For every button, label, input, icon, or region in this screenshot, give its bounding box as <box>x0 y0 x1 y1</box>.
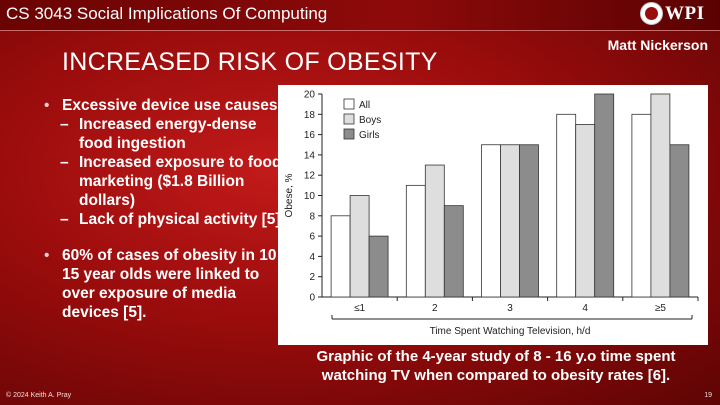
sub-bullet-physical-activity: Lack of physical activity [5]. <box>44 210 294 229</box>
sub-bullet-food-ingestion: Increased energy-dense food ingestion <box>44 115 294 153</box>
bar-girls-0 <box>368 235 389 298</box>
legend-label-girls: Girls <box>359 130 380 141</box>
x-tick-label: 4 <box>582 303 588 314</box>
footer-page-number: 19 <box>704 392 712 399</box>
legend-label-all: All <box>359 100 370 111</box>
y-axis-label: Obese, % <box>284 173 295 217</box>
wpi-seal-icon <box>640 2 663 25</box>
bullet-device-use: Excessive device use causes: <box>44 96 294 115</box>
bar-girls-1 <box>443 205 464 298</box>
y-tick-label: 6 <box>309 232 315 243</box>
bar-all-4 <box>631 113 652 298</box>
x-tick-label: 3 <box>507 303 513 314</box>
y-tick-label: 4 <box>309 252 315 263</box>
y-tick-label: 8 <box>309 211 315 222</box>
slide-title: INCREASED RISK OF OBESITY <box>62 48 438 76</box>
x-tick-label: 2 <box>432 303 438 314</box>
bar-boys-2 <box>500 144 520 298</box>
bar-boys-0 <box>349 195 370 298</box>
wpi-logo-text: WPI <box>665 3 705 24</box>
legend-swatch-all <box>343 98 355 110</box>
author-name: Matt Nickerson <box>607 37 708 53</box>
wpi-logo: WPI <box>640 2 716 26</box>
bar-all-1 <box>405 184 426 298</box>
y-tick-label: 2 <box>309 272 315 283</box>
bar-girls-3 <box>594 93 615 298</box>
y-tick-label: 12 <box>304 171 316 182</box>
chart-caption: Graphic of the 4-year study of 8 - 16 y.… <box>316 348 676 384</box>
bar-girls-4 <box>669 144 690 298</box>
x-axis-label: Time Spent Watching Television, h/d <box>430 326 591 337</box>
bullet-list: Excessive device use causes: Increased e… <box>44 96 294 322</box>
chart-svg: 0 2 4 6 8 10 12 14 16 18 20 Obese, % ≤1 2 3 4 ≥5 Time Spe… <box>284 90 699 337</box>
obesity-tv-chart: 0 2 4 6 8 10 12 14 16 18 20 Obese, % ≤1 2 3 4 ≥5 Time Spe… <box>278 85 708 345</box>
legend-swatch-girls <box>343 128 355 140</box>
bar-girls-2 <box>519 144 539 298</box>
legend-swatch-boys <box>343 113 355 125</box>
bar-all-0 <box>330 215 351 298</box>
sub-bullet-food-marketing: Increased exposure to food marketing ($1… <box>44 153 294 210</box>
y-tick-label: 0 <box>309 293 315 304</box>
legend-label-boys: Boys <box>359 115 381 126</box>
bullet-obesity-statistic: 60% of cases of obesity in 10 - 15 year … <box>44 246 294 322</box>
x-tick-label: ≤1 <box>354 303 365 314</box>
y-tick-label: 14 <box>304 150 316 161</box>
x-tick-label: ≥5 <box>655 303 666 314</box>
y-tick-label: 10 <box>304 191 316 202</box>
y-tick-label: 16 <box>304 130 316 141</box>
bar-boys-4 <box>650 93 671 298</box>
footer-copyright: © 2024 Keith A. Pray <box>6 392 72 399</box>
bar-all-2 <box>481 144 501 298</box>
bar-boys-1 <box>424 164 445 298</box>
y-tick-label: 18 <box>304 110 316 121</box>
y-tick-label: 20 <box>304 90 316 101</box>
course-title: CS 3043 Social Implications Of Computing <box>6 4 328 23</box>
header-bar: CS 3043 Social Implications Of Computing… <box>0 0 720 31</box>
bar-all-3 <box>556 113 577 298</box>
bar-boys-3 <box>575 124 596 298</box>
